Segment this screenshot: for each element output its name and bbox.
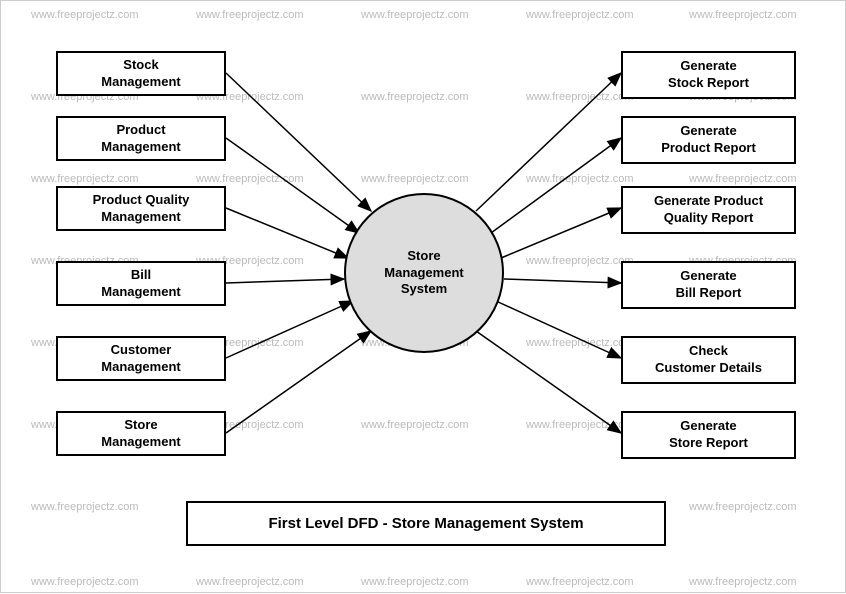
right-box-0: GenerateStock Report <box>621 51 796 99</box>
watermark-text: www.freeprojectz.com <box>31 576 139 588</box>
right-box-label: GenerateProduct Report <box>661 123 756 157</box>
watermark-text: www.freeprojectz.com <box>31 173 139 185</box>
watermark-text: www.freeprojectz.com <box>526 9 634 21</box>
watermark-text: www.freeprojectz.com <box>361 173 469 185</box>
watermark-text: www.freeprojectz.com <box>31 501 139 513</box>
right-box-label: GenerateBill Report <box>676 268 742 302</box>
right-box-label: GenerateStore Report <box>669 418 748 452</box>
watermark-text: www.freeprojectz.com <box>361 419 469 431</box>
right-box-2: Generate ProductQuality Report <box>621 186 796 234</box>
left-box-4: CustomerManagement <box>56 336 226 381</box>
right-box-label: CheckCustomer Details <box>655 343 762 377</box>
left-box-label: StoreManagement <box>101 417 180 451</box>
left-box-label: Product QualityManagement <box>93 192 190 226</box>
left-box-3: BillManagement <box>56 261 226 306</box>
watermark-text: www.freeprojectz.com <box>526 576 634 588</box>
watermark-text: www.freeprojectz.com <box>361 9 469 21</box>
watermark-text: www.freeprojectz.com <box>689 501 797 513</box>
center-process: StoreManagementSystem <box>344 193 504 353</box>
left-box-label: BillManagement <box>101 267 180 301</box>
right-box-3: GenerateBill Report <box>621 261 796 309</box>
watermark-text: www.freeprojectz.com <box>361 91 469 103</box>
watermark-text: www.freeprojectz.com <box>526 337 634 349</box>
watermark-text: www.freeprojectz.com <box>196 173 304 185</box>
watermark-text: www.freeprojectz.com <box>689 173 797 185</box>
dfd-canvas: www.freeprojectz.com www.freeprojectz.com… <box>0 0 846 593</box>
left-box-label: StockManagement <box>101 57 180 91</box>
right-box-5: GenerateStore Report <box>621 411 796 459</box>
right-box-1: GenerateProduct Report <box>621 116 796 164</box>
left-box-label: CustomerManagement <box>101 342 180 376</box>
watermark-text: www.freeprojectz.com <box>526 173 634 185</box>
right-box-4: CheckCustomer Details <box>621 336 796 384</box>
watermark-text: www.freeprojectz.com <box>196 576 304 588</box>
watermark-text: www.freeprojectz.com <box>196 9 304 21</box>
left-box-label: ProductManagement <box>101 122 180 156</box>
watermark-text: www.freeprojectz.com <box>689 9 797 21</box>
diagram-caption: First Level DFD - Store Management Syste… <box>186 501 666 546</box>
watermark-text: www.freeprojectz.com <box>361 576 469 588</box>
right-box-label: Generate ProductQuality Report <box>654 193 763 227</box>
watermark-text: www.freeprojectz.com <box>31 9 139 21</box>
watermark-text: www.freeprojectz.com <box>526 419 634 431</box>
left-box-1: ProductManagement <box>56 116 226 161</box>
center-process-label: StoreManagementSystem <box>384 248 463 299</box>
watermark-text: www.freeprojectz.com <box>526 91 634 103</box>
left-box-2: Product QualityManagement <box>56 186 226 231</box>
left-box-5: StoreManagement <box>56 411 226 456</box>
watermark-text: www.freeprojectz.com <box>689 576 797 588</box>
watermark-text: www.freeprojectz.com <box>526 255 634 267</box>
right-box-label: GenerateStock Report <box>668 58 749 92</box>
left-box-0: StockManagement <box>56 51 226 96</box>
caption-label: First Level DFD - Store Management Syste… <box>268 515 583 532</box>
